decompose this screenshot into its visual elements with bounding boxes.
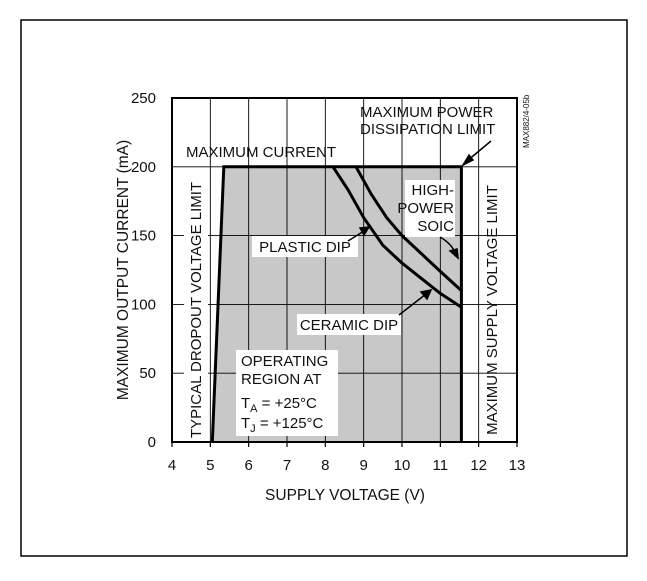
x-tick-labels: 4 5 6 7 8 9 10 11 12 13 [168,457,526,474]
y-tick-label: 200 [131,159,156,176]
x-tick-label: 5 [206,457,214,474]
max-power-label-line2: DISSIPATION LIMIT [360,121,495,138]
tj-subscript: J [250,423,256,435]
max-power-arrowhead [461,153,475,167]
ceramic-dip-label: CERAMIC DIP [300,317,398,334]
y-tick-labels: 0 50 100 150 200 250 [131,90,156,451]
y-tick-label: 250 [131,90,156,107]
ta-subscript: A [250,403,258,415]
y-axis-title: MAXIMUM OUTPUT CURRENT (mA) [115,140,132,400]
supply-limit-label: MAXIMUM SUPPLY VOLTAGE LIMIT [484,185,501,435]
plastic-dip-backdrop [252,236,358,257]
ceramic-dip-arrowhead [419,288,433,301]
plastic-dip-label: PLASTIC DIP [259,239,351,256]
figure-code: MAX882/4-05b [522,94,531,148]
ta-value: = +25°C [258,395,318,412]
ceramic-dip-backdrop [297,314,401,335]
series-line-plastic-dip [331,165,463,309]
x-tick-label: 11 [433,457,449,474]
soic-label-line3: SOIC [417,218,454,235]
y-tick-label: 150 [131,228,156,245]
region-label-backdrop [236,350,338,436]
y-tick-label: 100 [131,296,156,313]
soic-label-backdrop [405,180,455,237]
x-tick-label: 4 [168,457,176,474]
x-axis-title: SUPPLY VOLTAGE (V) [265,487,425,504]
tj-label: TJ = +125°C [241,415,324,435]
y-tick-label: 0 [148,434,156,451]
plastic-dip-arrowhead [358,226,371,237]
dropout-label-backdrop [184,178,208,438]
x-tick-label: 13 [509,457,526,474]
x-tick-label: 8 [321,457,329,474]
max-power-label-line1: MAXIMUM POWER [360,104,493,121]
x-tick-label: 6 [244,457,252,474]
x-tick-label: 7 [283,457,291,474]
soic-label-line2: POWER [397,200,454,217]
plot-frame [171,97,518,443]
region-label-line2: REGION AT [241,371,322,388]
y-tick-label: 50 [139,365,156,382]
region-label-line1: OPERATING [241,353,328,370]
plastic-dip-arrow [347,230,365,242]
annotation-arrows [347,140,492,316]
x-tick-label: 9 [359,457,367,474]
ta-symbol: T [241,395,250,412]
dropout-limit-label: TYPICAL DROPOUT VOLTAGE LIMIT [188,182,205,438]
series-lines [210,165,463,443]
series-line-high-power-soic [354,166,463,292]
ceramic-dip-arrow [398,293,427,316]
soic-label-line1: HIGH- [412,182,455,199]
tj-value: = +125°C [256,415,324,432]
x-tick-label: 10 [394,457,411,474]
x-tick-label: 12 [470,457,487,474]
tj-symbol: T [241,415,250,432]
ta-label: TA = +25°C [241,395,317,415]
soic-arrowhead [448,248,459,260]
max-current-label: MAXIMUM CURRENT [186,144,336,161]
operating-region-boundary [210,165,463,443]
